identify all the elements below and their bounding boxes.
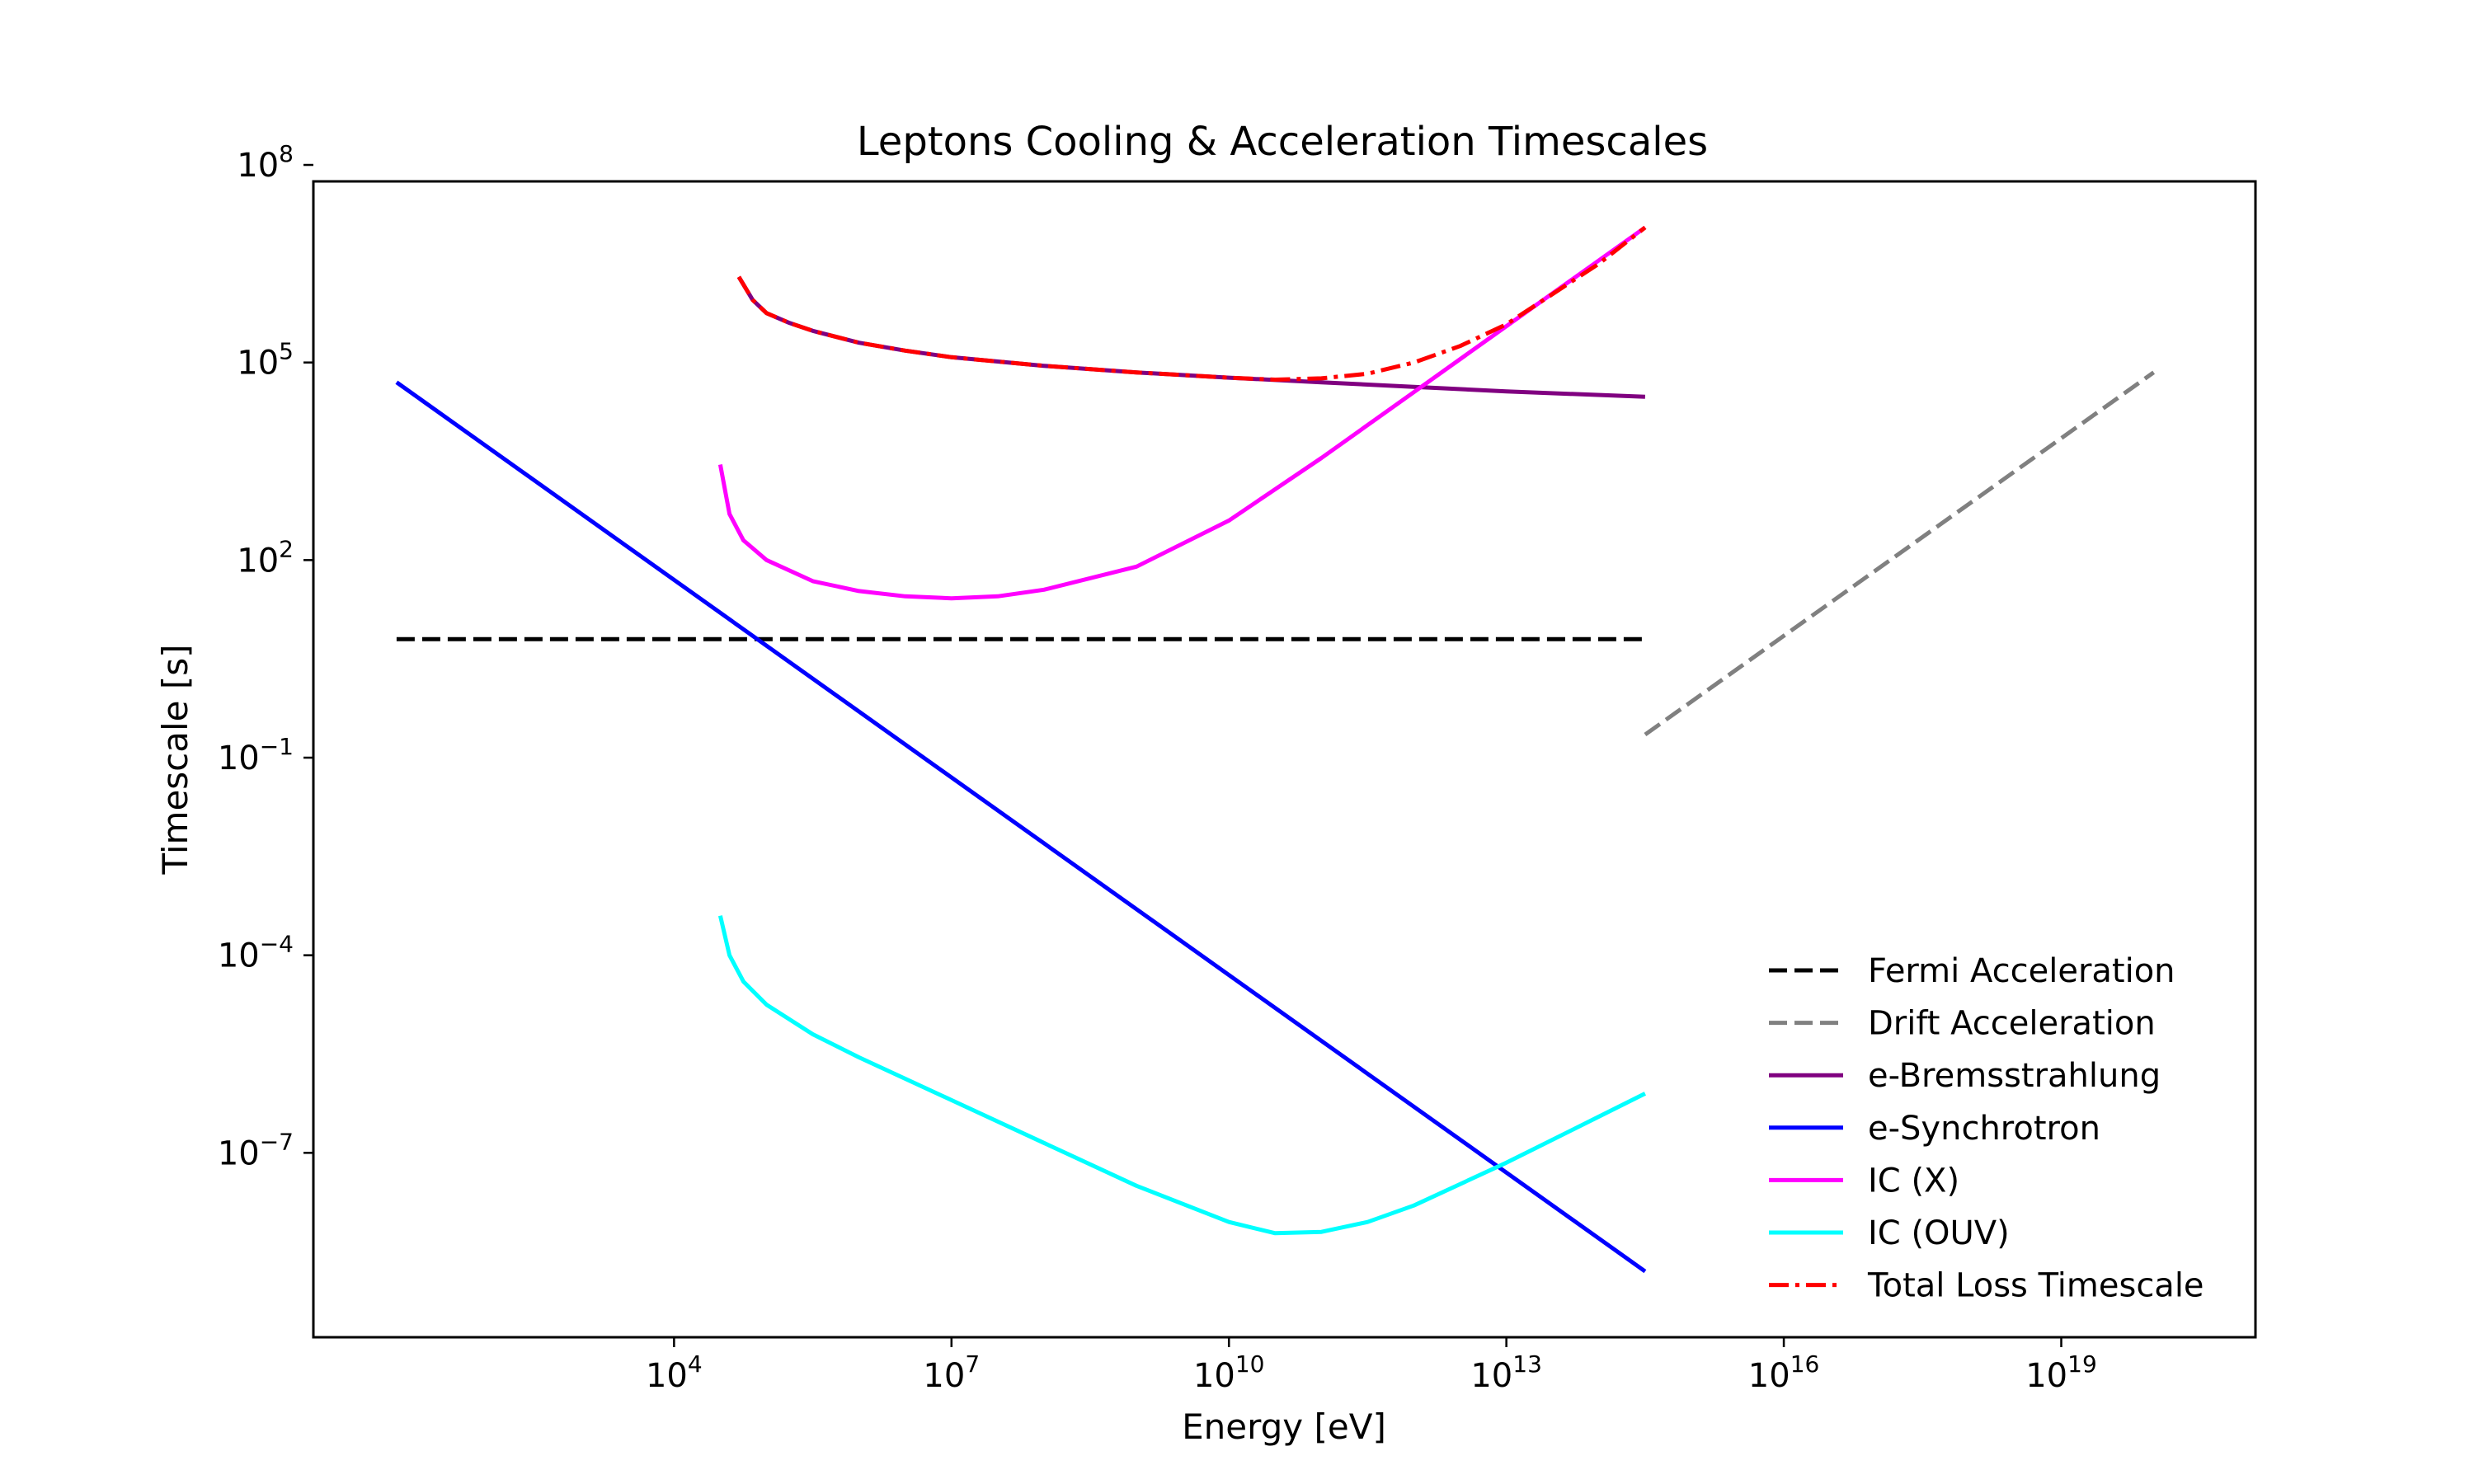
plot-area bbox=[312, 180, 2257, 1339]
series-line-6 bbox=[717, 915, 1647, 1236]
y-tick-base-2: 10 bbox=[237, 345, 279, 383]
x-tick-label-1: 104 bbox=[646, 1350, 703, 1395]
y-tick-label-5: 10−4 bbox=[218, 931, 294, 975]
x-tick-label-5: 1016 bbox=[1748, 1350, 1820, 1395]
x-tick-base-5: 10 bbox=[1748, 1357, 1790, 1395]
x-tick-exponent-4: 13 bbox=[1512, 1350, 1542, 1378]
y-tick-exponent-5: −4 bbox=[260, 931, 294, 958]
legend-label-2: Drift Acceleration bbox=[1868, 1005, 2156, 1043]
x-tick-exponent-6: 19 bbox=[2067, 1350, 2097, 1378]
x-tick-exponent-1: 4 bbox=[688, 1350, 703, 1378]
y-tick-label-4: 10−1 bbox=[218, 733, 294, 777]
x-tick-label-6: 1019 bbox=[2025, 1350, 2097, 1395]
series-line-2 bbox=[1644, 370, 2156, 737]
y-tick-exponent-2: 5 bbox=[279, 338, 294, 365]
x-tick-base-6: 10 bbox=[2025, 1357, 2067, 1395]
legend-label-4: e-Synchrotron bbox=[1868, 1110, 2100, 1148]
legend: Fermi Acceleration Drift Acceleration e-Br… bbox=[1769, 952, 2204, 1305]
legend-label-7: Total Loss Timescale bbox=[1867, 1267, 2204, 1305]
y-tick-label-2: 105 bbox=[237, 338, 294, 383]
y-tick-exponent-3: 2 bbox=[279, 535, 294, 562]
legend-label-1: Fermi Acceleration bbox=[1868, 952, 2175, 990]
x-axis-ticks: 104 107 1010 1013 1016 1019 bbox=[646, 1337, 2097, 1395]
y-tick-base-5: 10 bbox=[218, 937, 260, 975]
y-axis-label: Timescale [s] bbox=[155, 644, 195, 875]
x-tick-label-4: 1013 bbox=[1470, 1350, 1542, 1395]
chart-title: Leptons Cooling & Acceleration Timescale… bbox=[857, 119, 1708, 165]
y-tick-base-1: 10 bbox=[237, 147, 279, 185]
y-tick-label-3: 102 bbox=[237, 535, 294, 580]
x-tick-exponent-3: 10 bbox=[1235, 1350, 1265, 1378]
y-tick-base-4: 10 bbox=[218, 740, 260, 777]
y-tick-label-1: 108 bbox=[237, 140, 294, 185]
y-tick-exponent-6: −7 bbox=[260, 1128, 294, 1155]
series-line-7 bbox=[736, 225, 1647, 382]
x-tick-exponent-5: 16 bbox=[1790, 1350, 1820, 1378]
axes-frame bbox=[312, 180, 2257, 1339]
x-tick-base-3: 10 bbox=[1193, 1357, 1235, 1395]
y-tick-label-6: 10−7 bbox=[218, 1128, 294, 1172]
series-line-4 bbox=[395, 380, 1647, 1274]
y-tick-exponent-1: 8 bbox=[279, 140, 294, 167]
legend-label-3: e-Bremsstrahlung bbox=[1868, 1057, 2161, 1095]
x-tick-exponent-2: 7 bbox=[965, 1350, 980, 1378]
series-line-5 bbox=[717, 225, 1647, 601]
legend-label-5: IC (X) bbox=[1868, 1162, 1959, 1200]
x-axis-label: Energy [eV] bbox=[1182, 1407, 1386, 1447]
x-tick-base-1: 10 bbox=[646, 1357, 688, 1395]
y-tick-base-3: 10 bbox=[237, 542, 279, 580]
y-tick-exponent-4: −1 bbox=[260, 733, 294, 760]
y-tick-base-6: 10 bbox=[218, 1134, 260, 1172]
legend-label-6: IC (OUV) bbox=[1868, 1214, 2010, 1252]
x-tick-base-4: 10 bbox=[1470, 1357, 1512, 1395]
series-layer bbox=[395, 225, 2156, 1274]
x-tick-label-3: 1010 bbox=[1193, 1350, 1265, 1395]
x-tick-label-2: 107 bbox=[923, 1350, 980, 1395]
x-tick-base-2: 10 bbox=[923, 1357, 965, 1395]
